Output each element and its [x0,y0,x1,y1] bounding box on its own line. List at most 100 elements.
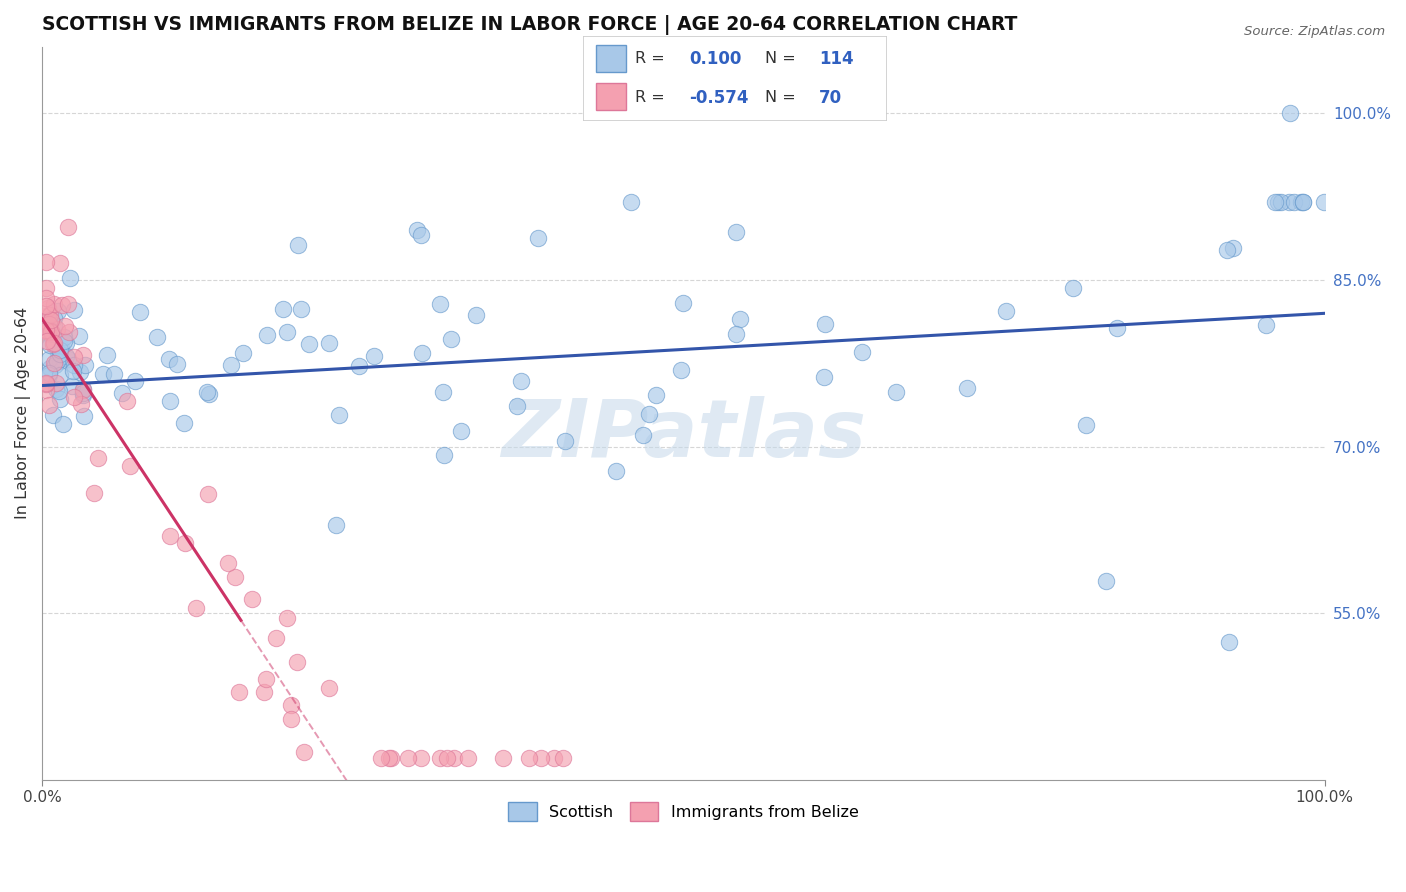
Point [42,355,65,369]
Point [253,685,276,699]
Point [543,750,565,764]
Point [72,387,94,401]
Point [620,194,643,209]
Point [35,376,58,391]
Point [91,368,114,382]
Point [35,255,58,269]
Point [465,308,488,322]
Point [55,336,77,351]
Text: 0.100: 0.100 [689,50,742,68]
Point [1278,195,1301,210]
Point [1278,106,1301,120]
Point [432,385,454,400]
Point [42,336,65,351]
Point [1222,241,1244,255]
Point [69,365,91,379]
Point [35,299,58,313]
Point [292,745,315,759]
Point [884,385,907,400]
Point [405,223,427,237]
Point [55,349,77,363]
Point [725,225,748,239]
Point [631,427,654,442]
Point [63,350,86,364]
Point [63,303,86,318]
Point [38,327,60,342]
Point [37,308,59,322]
Point [297,336,319,351]
Point [1107,321,1129,335]
Point [58,271,80,285]
Point [67,329,90,343]
Point [1254,318,1277,333]
Point [285,656,308,670]
Point [38,368,60,383]
Point [173,417,195,431]
Point [103,367,125,381]
Point [1270,195,1292,210]
Text: ZIPatlas: ZIPatlas [501,396,866,475]
Point [363,349,385,363]
Point [45,376,67,390]
Point [56,352,79,367]
Point [1216,243,1239,257]
Point [554,434,576,448]
Point [519,750,541,764]
Point [111,386,134,401]
Point [217,556,239,570]
Point [42,326,65,341]
Point [287,237,309,252]
Point [37,325,59,339]
Point [325,518,347,533]
Point [436,750,458,764]
Point [159,528,181,542]
Text: R =: R = [636,90,669,105]
Point [851,345,873,359]
Point [551,750,574,764]
Point [450,424,472,438]
Legend: Scottish, Immigrants from Belize: Scottish, Immigrants from Belize [502,796,865,827]
Point [224,570,246,584]
Point [83,485,105,500]
Text: -0.574: -0.574 [689,88,749,106]
Point [55,318,77,333]
Point [73,409,96,424]
Point [380,750,402,764]
Point [44,318,66,332]
Text: N =: N = [765,51,801,66]
Point [232,346,254,360]
Point [72,382,94,396]
Point [35,280,58,294]
Point [1282,195,1305,210]
Point [52,417,75,432]
Point [118,459,141,474]
Point [63,359,86,373]
Point [814,317,837,331]
Text: N =: N = [765,90,801,105]
Point [530,750,553,764]
Point [35,292,58,306]
Point [46,322,69,336]
Point [429,750,451,764]
Point [38,317,60,331]
Point [276,610,298,624]
Point [1292,195,1315,210]
Point [318,335,340,350]
Point [48,384,70,398]
Point [49,347,72,361]
Point [725,327,748,342]
Point [35,323,58,337]
Point [73,359,96,373]
Point [440,332,463,346]
Point [72,383,94,397]
Point [370,750,392,764]
Point [492,750,515,764]
Point [429,297,451,311]
Text: 70: 70 [820,88,842,106]
Point [39,308,62,322]
Point [256,327,278,342]
Point [49,368,72,383]
Point [44,297,66,311]
Point [35,376,58,391]
Point [72,386,94,401]
